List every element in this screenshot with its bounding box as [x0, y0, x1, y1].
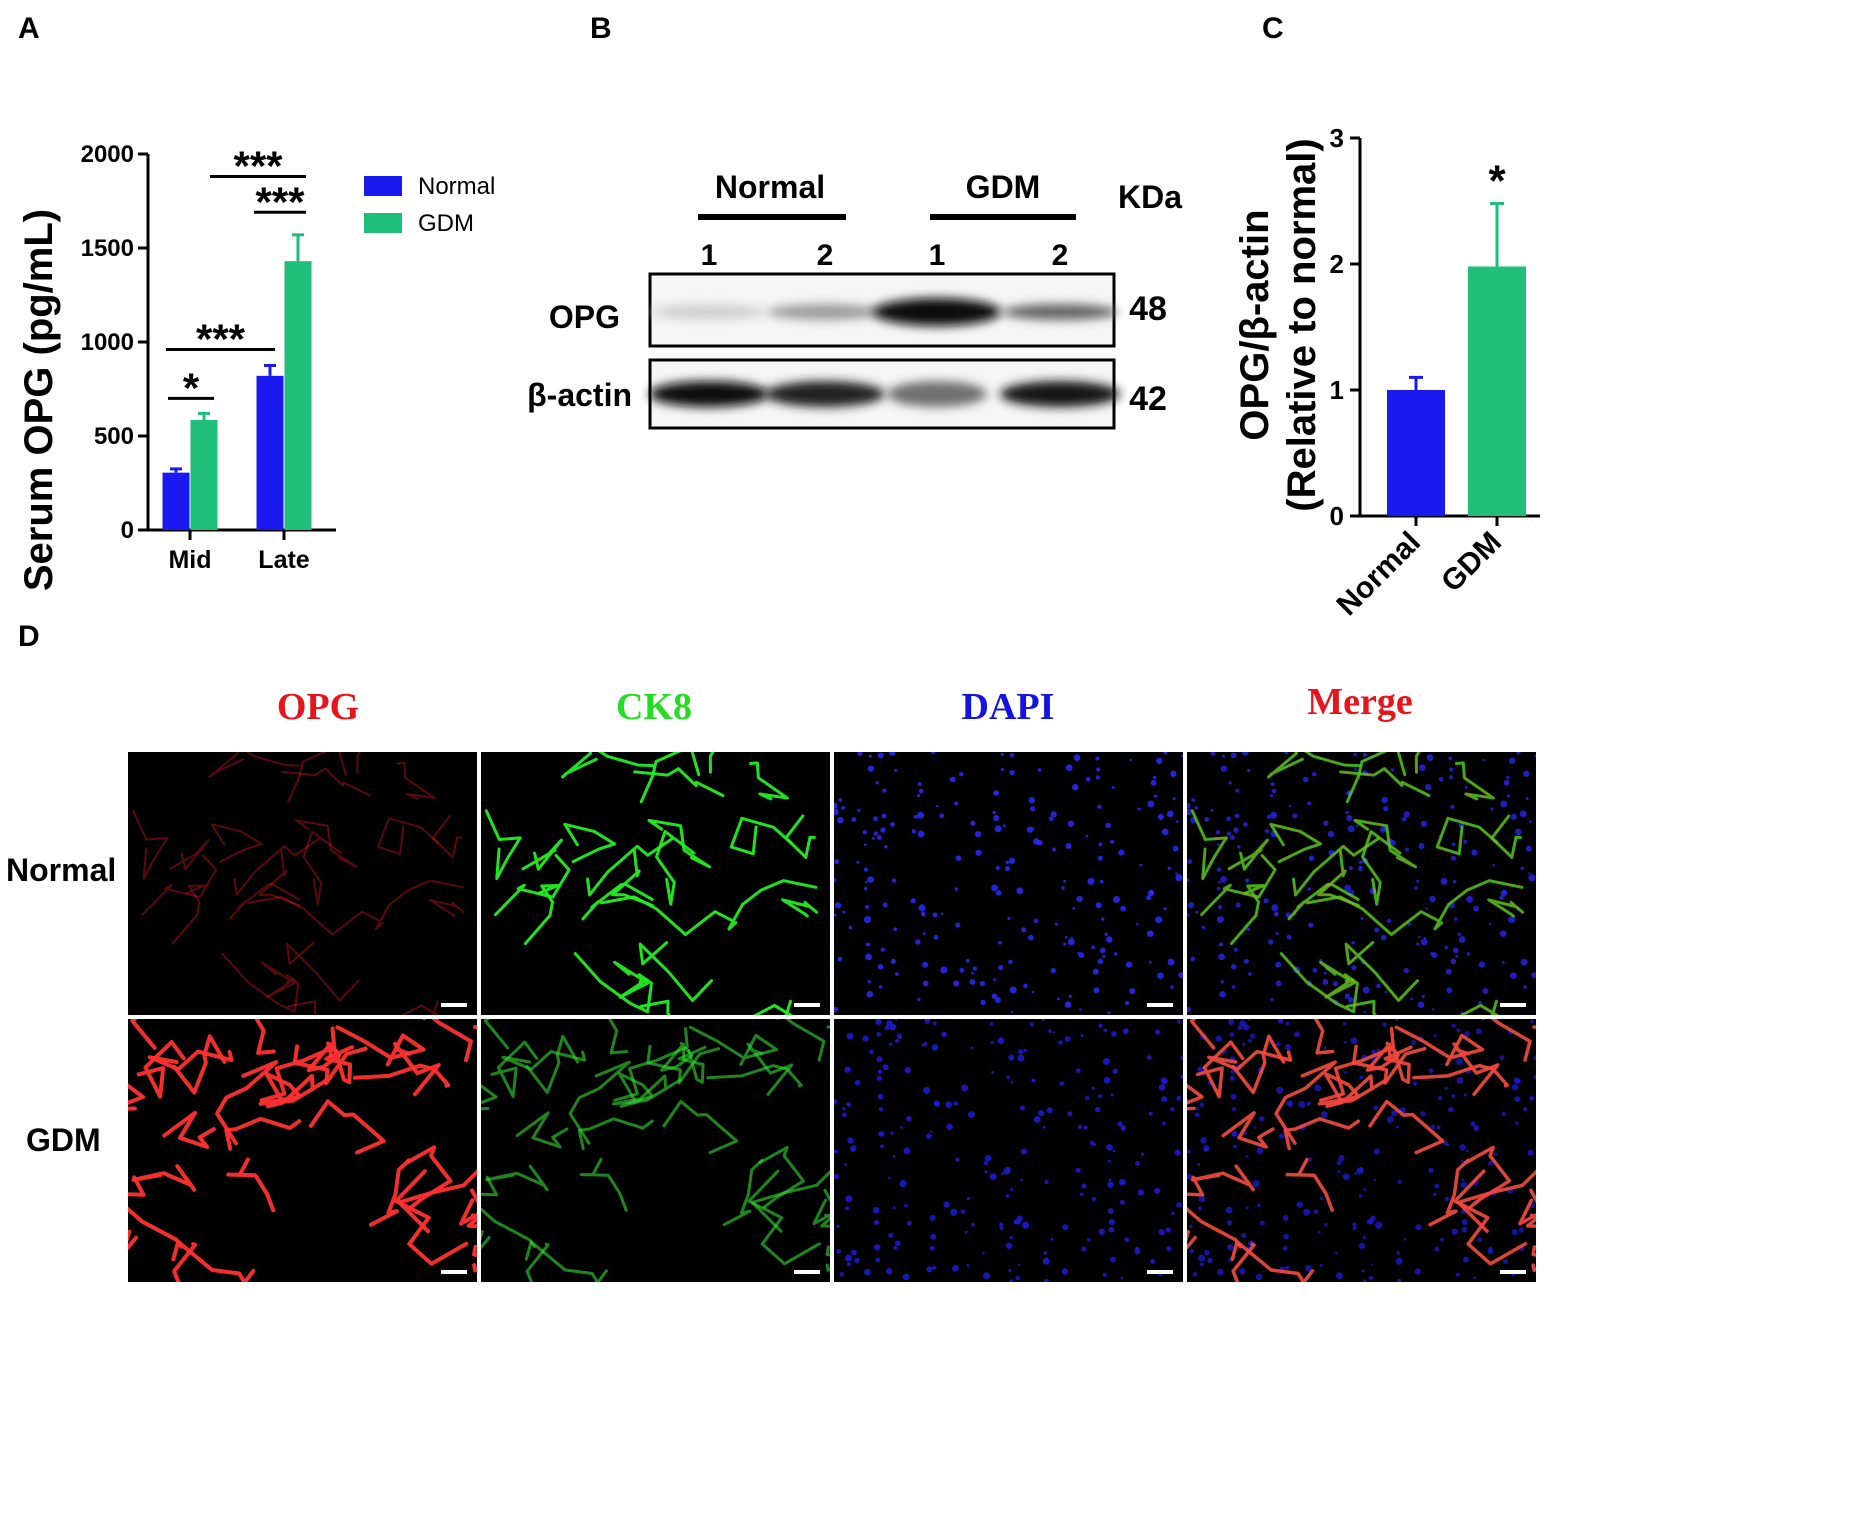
if-image-gdm-dapi — [834, 1019, 1183, 1282]
chart-a-legend-swatch — [364, 176, 402, 196]
blot-kda-opg: 48 — [1129, 290, 1167, 328]
blot-kda-actin: 42 — [1129, 380, 1167, 418]
chart-a-bar — [284, 261, 312, 530]
scale-bar — [794, 1003, 820, 1007]
chart-c-ytick-label: 0 — [1330, 501, 1344, 531]
chart-c: OPG/β-actin (Relative to normal) 0 1 2 3 Nor… — [1233, 123, 1540, 622]
if-image-gdm-ck8 — [481, 1019, 830, 1282]
if-image-normal-ck8 — [481, 752, 830, 1015]
chart-a-sig-label: *** — [233, 143, 283, 190]
if-image-gdm-opg — [128, 1019, 477, 1282]
blot-band — [649, 381, 769, 407]
blot-band — [651, 304, 767, 320]
scale-bar — [794, 1270, 820, 1274]
chart-a-ytick-label: 1000 — [81, 329, 134, 356]
chart-a: Serum OPG (pg/mL) 0 500 1000 1500 2000 Mid Lat… — [17, 141, 495, 591]
if-col-label-merge: Merge — [1307, 681, 1413, 723]
chart-a-bar — [190, 420, 218, 530]
scale-bar — [1500, 1270, 1526, 1274]
scale-bar — [441, 1003, 467, 1007]
chart-c-sig-label: * — [1488, 157, 1506, 206]
chart-a-legend-label: Normal — [418, 173, 495, 200]
scale-bar — [1500, 1003, 1526, 1007]
panel-letter-c: C — [1262, 12, 1284, 45]
chart-c-bar — [1387, 390, 1445, 516]
chart-c-ytick-label: 2 — [1330, 249, 1344, 279]
blot-lane-2: 2 — [817, 239, 834, 272]
chart-c-bar — [1468, 266, 1526, 516]
chart-a-sig-label: * — [183, 364, 200, 411]
if-col-label-dapi: DAPI — [961, 686, 1055, 728]
blot-band — [767, 304, 883, 320]
if-col-label-opg: OPG — [276, 686, 360, 728]
chart-a-legend-swatch — [364, 213, 402, 233]
blot-lane-4: 2 — [1052, 239, 1069, 272]
chart-a-sig-label: *** — [255, 178, 305, 225]
if-col-label-ck8: CK8 — [616, 686, 692, 728]
scale-bar — [1147, 1270, 1173, 1274]
chart-c-xtick-label: GDM — [1435, 526, 1508, 599]
chart-a-ytick-label: 2000 — [81, 141, 134, 168]
if-image-normal-dapi — [834, 752, 1183, 1015]
western-blot: Normal GDM KDa 1 2 1 2 OPG β-actin 48 42 — [500, 150, 1220, 450]
chart-c-ytick-label: 1 — [1330, 375, 1344, 405]
scale-bar — [441, 1270, 467, 1274]
chart-c-ytick-label: 3 — [1330, 123, 1344, 153]
blot-kda-label: KDa — [1118, 179, 1182, 215]
chart-a-xtick-label: Mid — [168, 546, 211, 574]
if-row-label-normal: Normal — [6, 852, 117, 888]
panel-letter-a: A — [18, 12, 40, 45]
if-row-label-gdm: GDM — [26, 1122, 101, 1158]
chart-a-sig-label: *** — [196, 316, 246, 363]
chart-c-xtick-label: Normal — [1331, 526, 1427, 622]
if-image-gdm-merge — [1187, 1019, 1536, 1282]
blot-band — [887, 381, 987, 407]
chart-a-ytick-label: 1500 — [81, 235, 134, 262]
blot-band — [1000, 381, 1120, 407]
blot-row-label-opg: OPG — [549, 299, 620, 335]
blot-lane-1: 1 — [701, 239, 718, 272]
if-image-normal-opg — [128, 752, 477, 1015]
blot-band — [873, 298, 1001, 326]
chart-a-ytick-label: 500 — [94, 423, 134, 450]
panel-letter-d: D — [18, 620, 40, 653]
if-image-normal-merge — [1187, 752, 1536, 1015]
chart-a-ylabel: Serum OPG (pg/mL) — [17, 209, 61, 591]
chart-c-ylabel-line2: (Relative to normal) — [1280, 138, 1324, 511]
blot-row-label-actin: β-actin — [527, 377, 632, 413]
chart-a-legend-label: GDM — [418, 210, 474, 237]
scale-bar — [1147, 1003, 1173, 1007]
blot-band — [765, 381, 885, 407]
chart-a-ytick-label: 0 — [121, 517, 134, 544]
chart-a-bar — [256, 375, 284, 530]
blot-band — [1002, 304, 1118, 320]
chart-a-xtick-label: Late — [258, 546, 310, 574]
blot-group-normal: Normal — [715, 169, 825, 205]
panel-letter-b: B — [590, 12, 612, 45]
chart-a-bar — [162, 472, 190, 530]
blot-group-gdm: GDM — [966, 169, 1041, 205]
chart-c-ylabel-line1: OPG/β-actin — [1233, 209, 1277, 440]
blot-lane-3: 1 — [929, 239, 946, 272]
